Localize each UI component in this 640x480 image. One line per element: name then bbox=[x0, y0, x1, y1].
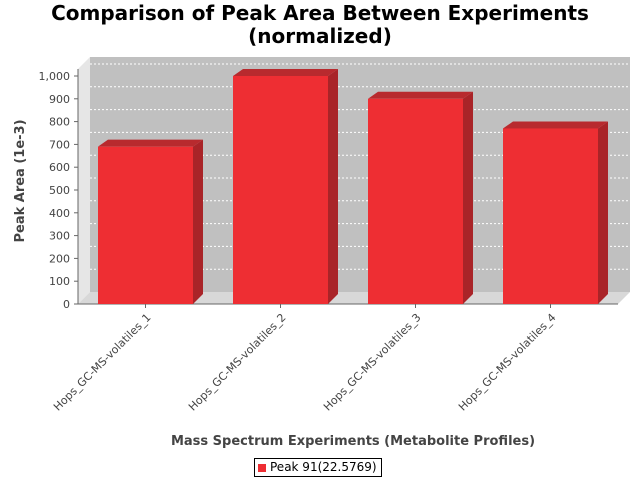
x-tick-label: Hops_GC-MS-volatiles_1 bbox=[51, 311, 154, 414]
x-tick-label: Hops_GC-MS-volatiles_3 bbox=[321, 311, 424, 414]
y-tick-label: 500 bbox=[49, 184, 70, 197]
bar-group bbox=[368, 91, 473, 304]
y-tick-label: 600 bbox=[49, 161, 70, 174]
bar-top bbox=[233, 69, 338, 76]
bar-group bbox=[98, 139, 203, 304]
y-tick-label: 300 bbox=[49, 230, 70, 243]
bar-group bbox=[503, 121, 608, 304]
y-tick-label: 400 bbox=[49, 207, 70, 220]
bar-side bbox=[328, 69, 338, 304]
x-tick-label: Hops_GC-MS-volatiles_4 bbox=[456, 311, 559, 414]
bar-top bbox=[98, 139, 203, 147]
bar-top bbox=[503, 121, 608, 129]
chart-title-line-1: Comparison of Peak Area Between Experime… bbox=[51, 1, 589, 25]
bar-top bbox=[368, 91, 473, 99]
plot-left-wall bbox=[78, 57, 90, 304]
plot-floor bbox=[78, 292, 630, 304]
y-axis-title: Peak Area (1e-3) bbox=[13, 119, 28, 242]
bar-side bbox=[463, 91, 473, 304]
bar bbox=[368, 98, 463, 304]
bar-side bbox=[598, 121, 608, 304]
bar bbox=[503, 128, 598, 304]
y-tick-label: 1,000 bbox=[39, 70, 71, 83]
bar bbox=[233, 76, 328, 304]
y-tick-label: 900 bbox=[49, 93, 70, 106]
x-tick-label: Hops_GC-MS-volatiles_2 bbox=[186, 311, 289, 414]
legend-swatch bbox=[258, 463, 266, 472]
x-axis-title: Mass Spectrum Experiments (Metabolite Pr… bbox=[171, 434, 535, 449]
bar-group bbox=[233, 69, 338, 304]
y-tick-label: 800 bbox=[49, 116, 70, 129]
chart-title-line-2: (normalized) bbox=[248, 24, 392, 48]
y-tick-label: 200 bbox=[49, 252, 70, 265]
legend: Peak 91(22.5769) bbox=[254, 458, 382, 477]
legend-label: Peak 91(22.5769) bbox=[270, 460, 377, 474]
chart-title: Comparison of Peak Area Between Experime… bbox=[0, 2, 640, 48]
bar-side bbox=[193, 139, 203, 304]
bar bbox=[98, 146, 193, 304]
y-tick-label: 100 bbox=[49, 275, 70, 288]
y-tick-label: 700 bbox=[49, 138, 70, 151]
y-tick-label: 0 bbox=[63, 298, 70, 311]
